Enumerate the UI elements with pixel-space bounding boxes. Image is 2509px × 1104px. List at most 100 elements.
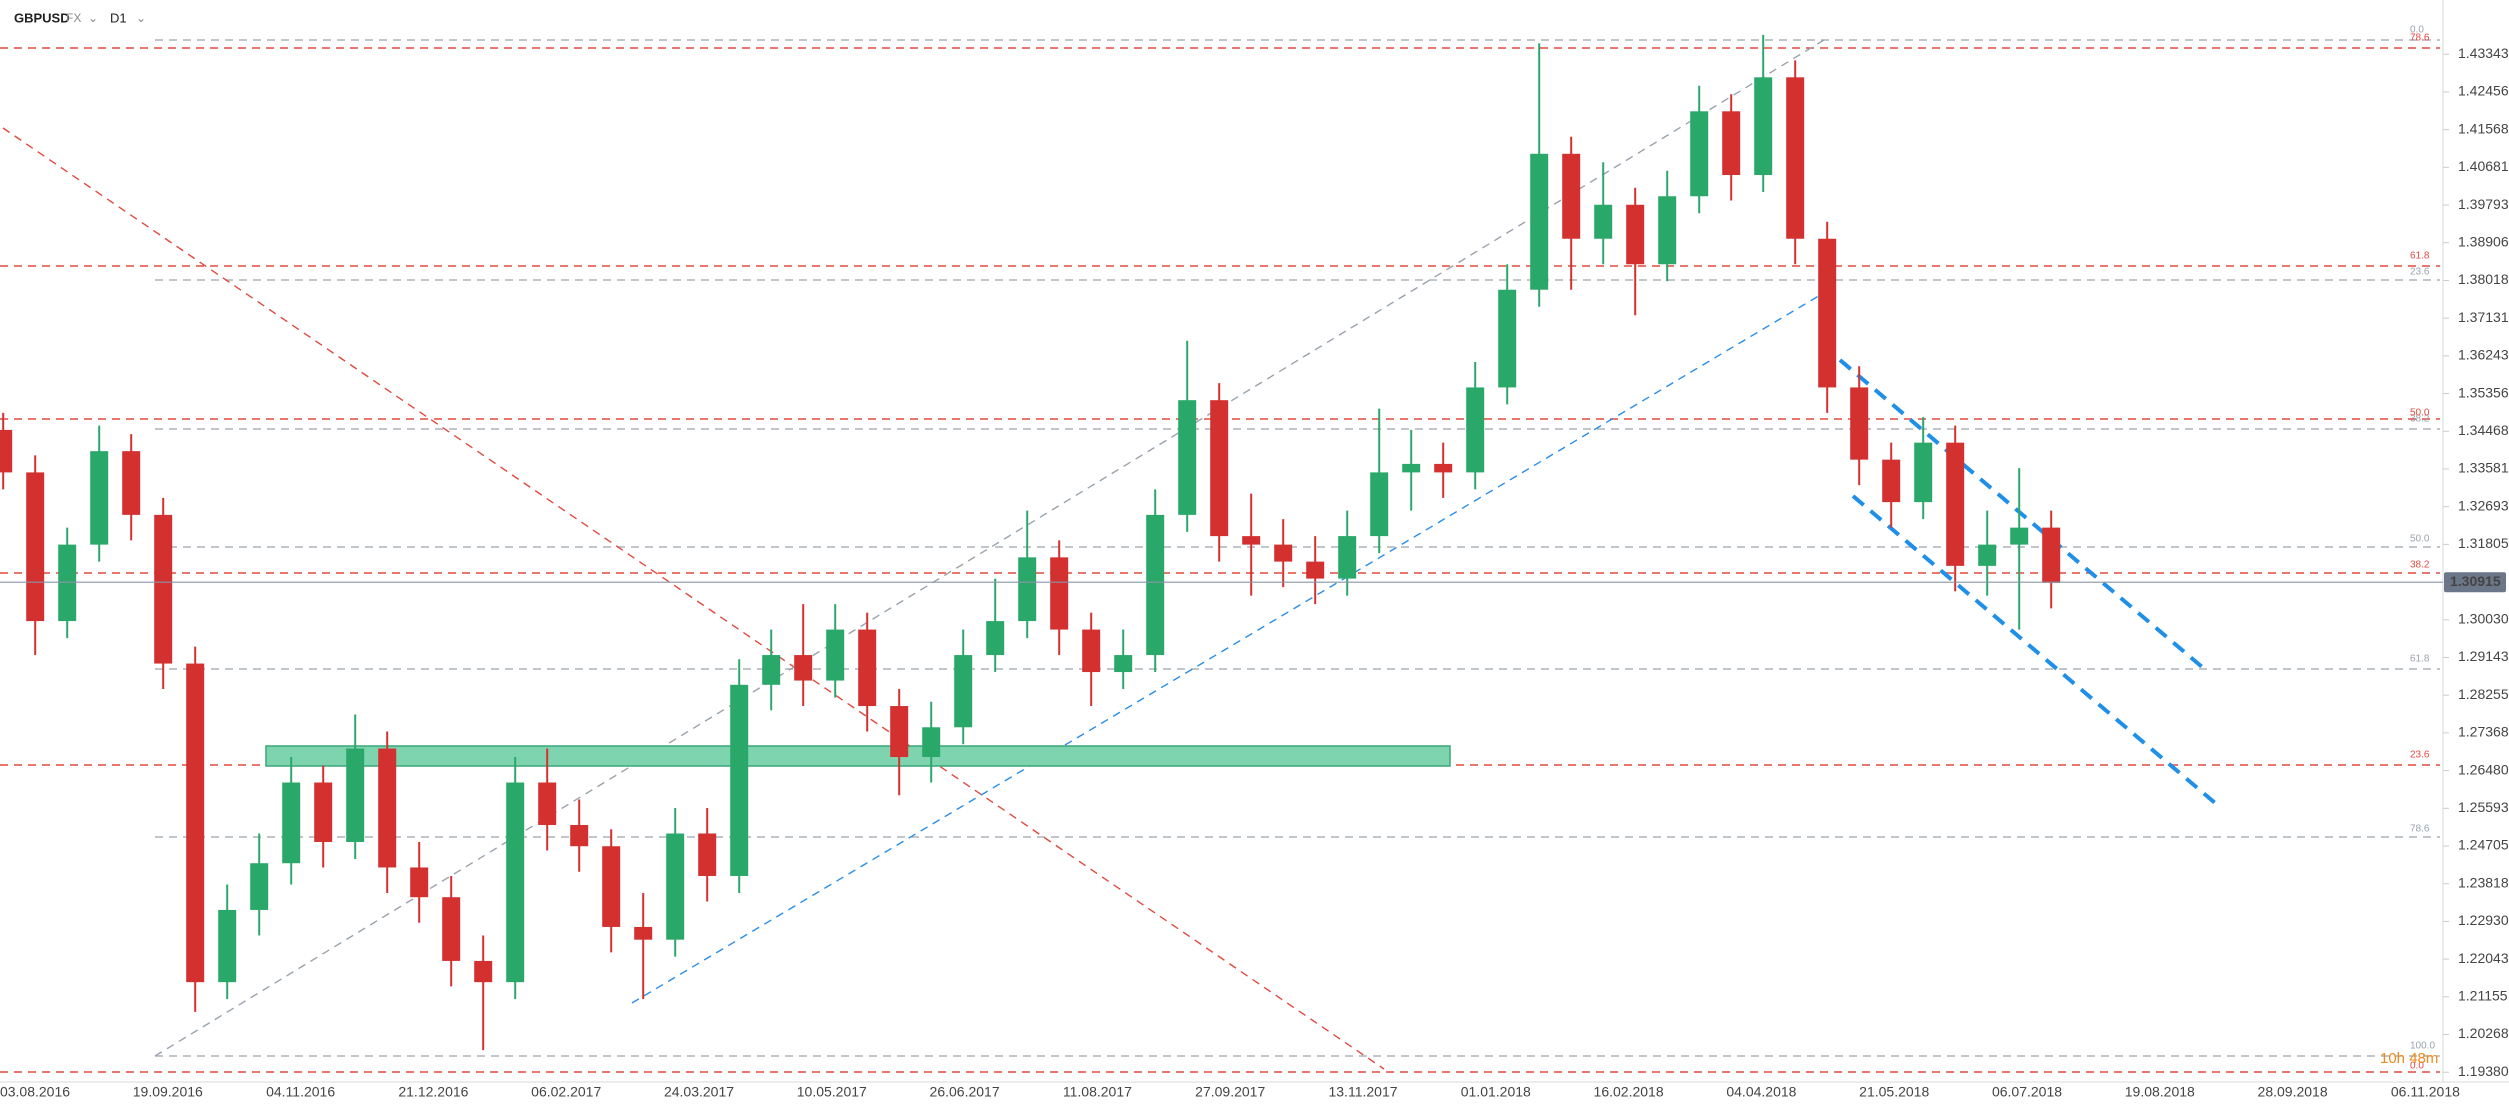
candle-body [474,960,493,983]
fib-label: 38.2 [2410,414,2430,425]
dropdown-icon[interactable]: ⌄ [88,11,98,25]
y-tick-label: 1.21155 [2458,988,2508,1004]
candle-body [922,727,941,758]
x-tick-label: 06.11.2018 [2391,1084,2460,1100]
candle-body [1626,204,1645,265]
last-price-label: 1.30915 [2450,573,2501,589]
candle-body [1178,400,1197,515]
fib-label: 50.0 [2410,534,2430,545]
candle-body [1562,153,1581,239]
y-tick-label: 1.41568 [2458,120,2509,136]
y-tick-label: 1.32693 [2458,497,2509,513]
y-tick-label: 1.24705 [2458,837,2509,853]
candle-body [1914,442,1933,503]
candle-body [1050,557,1069,630]
x-tick-label: 11.08.2017 [1063,1084,1132,1100]
y-tick-label: 1.42456 [2458,83,2509,99]
candle-body [890,706,909,758]
candle-body [1658,196,1677,265]
candle-body [1594,204,1613,239]
candle-body [1306,561,1325,579]
fib-label: 23.6 [2410,267,2430,278]
channel-line [1851,494,2223,810]
candle-body [1722,111,1741,176]
candle-body [442,897,461,961]
y-tick-label: 1.39793 [2458,196,2509,212]
candle-body [1882,459,1901,503]
symbol[interactable]: GBPUSD [14,10,70,25]
y-tick-label: 1.34468 [2458,422,2509,438]
candle-body [1114,655,1133,673]
fib-label: 78.6 [2410,33,2430,44]
candle-body [986,621,1005,656]
trend-line [2,127,1385,1070]
market: FX [66,11,81,25]
y-tick-label: 1.19380 [2458,1063,2509,1079]
trend-line [631,287,1833,1004]
y-tick-label: 1.26480 [2458,761,2509,777]
y-tick-label: 1.38906 [2458,233,2509,249]
candle-body [154,514,173,664]
candle-body [1082,629,1101,673]
x-tick-label: 13.11.2017 [1328,1084,1397,1100]
fib-label: 0.0 [2410,25,2424,36]
y-tick-label: 1.33581 [2458,460,2509,476]
x-tick-label: 19.08.2018 [2125,1084,2195,1100]
candle-body [634,926,653,940]
x-tick-label: 26.06.2017 [930,1084,1000,1100]
candle-body [346,748,365,842]
candle-body [282,782,301,864]
candle-body [666,833,685,940]
y-tick-label: 1.38018 [2458,271,2509,287]
candle-body [1978,544,1997,566]
candle-body [1466,387,1485,473]
candle-body [1498,289,1517,388]
x-tick-label: 21.05.2018 [1859,1084,1929,1100]
candle-body [122,451,141,515]
candle-body [1242,536,1261,545]
x-tick-label: 06.02.2017 [531,1084,601,1100]
candle-body [1274,544,1293,562]
candle-body [1338,536,1357,579]
x-tick-label: 10.05.2017 [797,1084,867,1100]
candle-body [0,429,13,473]
candle-body [1018,557,1037,622]
candle-body [1850,387,1869,460]
candles [0,34,2061,1051]
candle-body [826,629,845,681]
candle-body [1146,514,1165,656]
candle-body [1786,77,1805,239]
candle-body [762,655,781,685]
candle-body [1530,153,1549,290]
dropdown-icon[interactable]: ⌄ [136,11,146,25]
candle-body [954,655,973,728]
y-tick-label: 1.28255 [2458,686,2509,702]
y-tick-label: 1.20268 [2458,1025,2509,1041]
fib-label: 50.0 [2410,408,2430,419]
x-tick-label: 04.11.2016 [266,1084,335,1100]
x-tick-label: 16.02.2018 [1594,1084,1664,1100]
x-tick-label: 03.08.2016 [0,1084,70,1100]
timeframe[interactable]: D1 [110,10,127,25]
x-tick-label: 27.09.2017 [1195,1084,1265,1100]
candle-body [570,824,589,847]
fib-label: 0.0 [2410,1061,2424,1072]
y-tick-label: 1.27368 [2458,724,2509,740]
candle-body [2010,527,2029,545]
fib-label: 61.8 [2410,654,2430,665]
candle-body [58,544,77,622]
candle-body [250,863,269,910]
x-tick-label: 24.03.2017 [664,1084,734,1100]
y-tick-label: 1.36243 [2458,347,2509,363]
candle-body [2042,527,2061,583]
candle-body [1754,77,1773,176]
candle-body [698,833,717,876]
candle-body [378,748,397,868]
x-tick-label: 06.07.2018 [1992,1084,2062,1100]
support-zone [265,745,1451,767]
y-tick-label: 1.40681 [2458,158,2509,174]
fib-label: 78.6 [2410,824,2430,835]
y-tick-label: 1.30030 [2458,611,2509,627]
candle-body [186,663,205,983]
y-tick-label: 1.23818 [2458,874,2509,890]
